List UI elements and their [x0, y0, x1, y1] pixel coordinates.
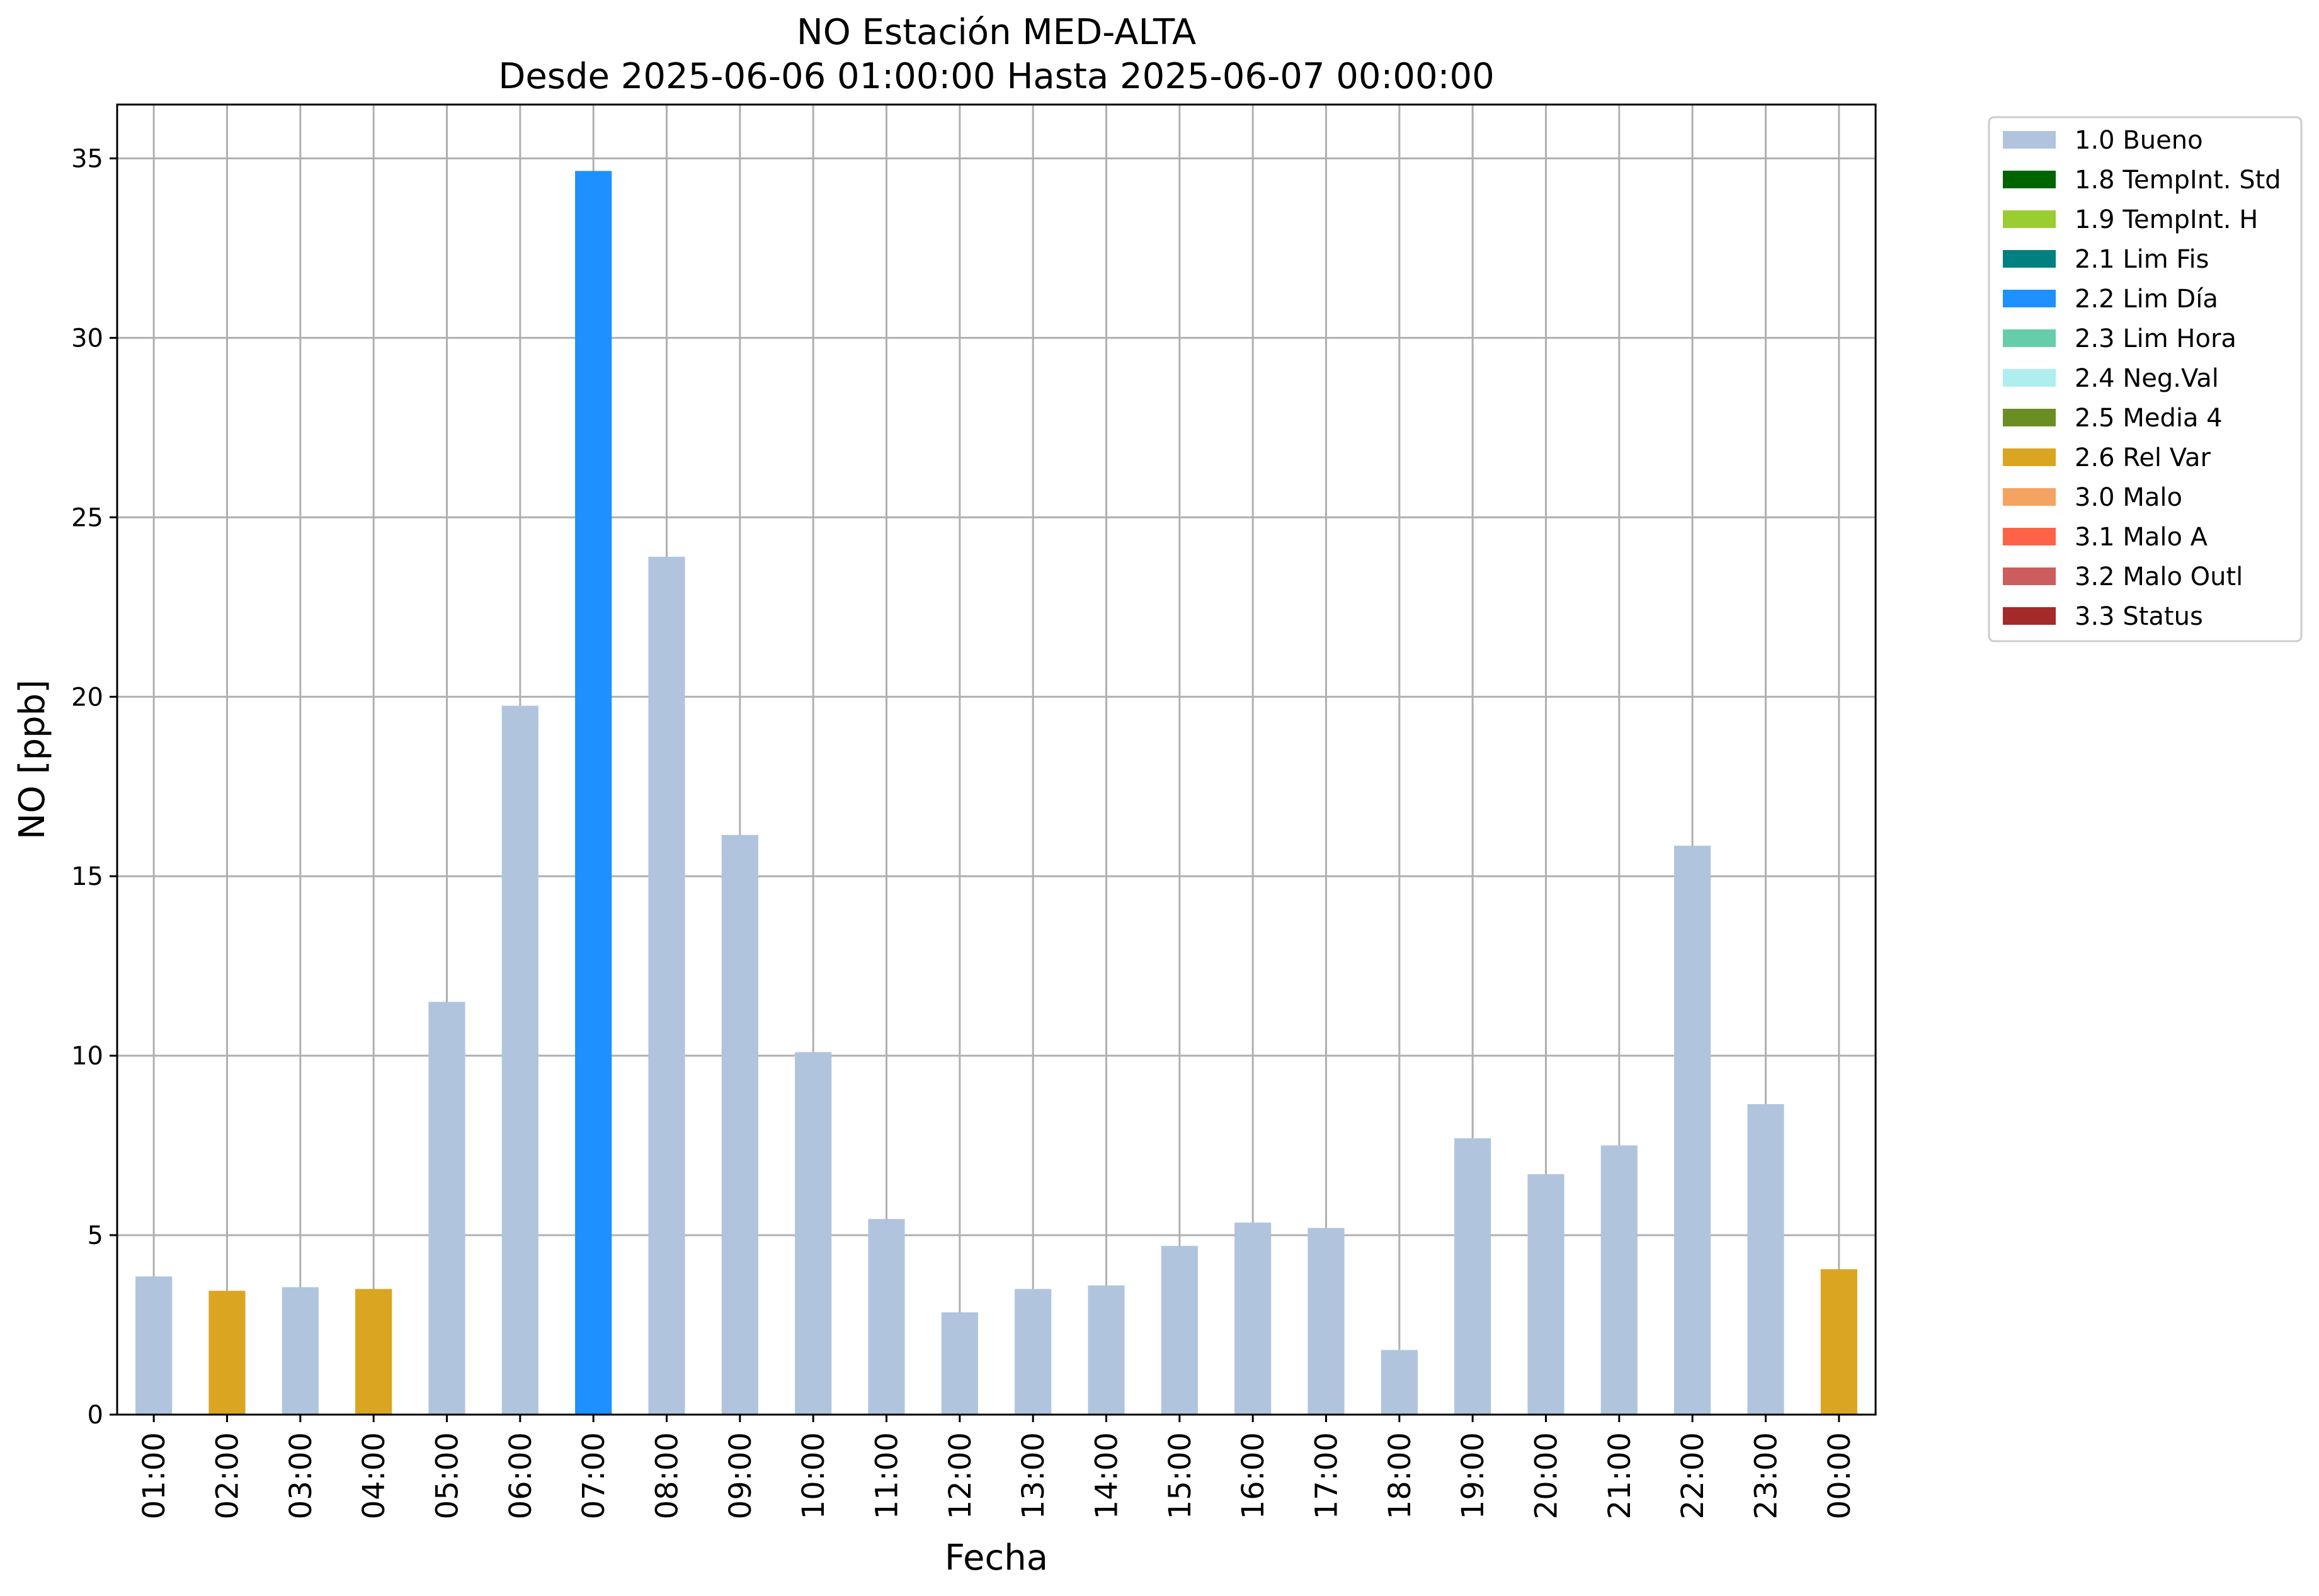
x-tick-label: 01:00 — [137, 1432, 172, 1519]
x-tick-label: 12:00 — [943, 1432, 978, 1519]
x-tick-label: 11:00 — [870, 1432, 905, 1519]
legend-swatch — [2003, 567, 2056, 585]
y-axis-label: NO [ppb] — [12, 680, 53, 840]
x-tick-label: 05:00 — [430, 1432, 465, 1519]
bar — [1747, 1104, 1784, 1415]
legend: 1.0 Bueno 1.8 TempInt. Std 1.9 TempInt. H 2… — [1988, 116, 2303, 642]
bar — [941, 1312, 978, 1415]
x-tick-label: 21:00 — [1602, 1432, 1638, 1519]
legend-swatch — [2003, 210, 2056, 228]
bar — [868, 1219, 905, 1415]
legend-swatch — [2003, 528, 2056, 545]
bar — [575, 171, 612, 1415]
bar — [1600, 1145, 1638, 1415]
legend-swatch — [2003, 131, 2056, 149]
legend-label: 2.6 Rel Var — [2075, 443, 2211, 472]
x-tick-label: 18:00 — [1382, 1432, 1418, 1519]
legend-label: 2.1 Lim Fis — [2075, 245, 2209, 274]
legend-label: 2.2 Lim Día — [2075, 285, 2218, 314]
legend-swatch — [2003, 369, 2056, 387]
y-tick-label: 5 — [88, 1221, 103, 1250]
bar — [428, 1001, 465, 1415]
legend-label: 3.3 Status — [2075, 602, 2203, 631]
x-axis-label: Fecha — [945, 1537, 1048, 1578]
bar — [135, 1276, 173, 1415]
bar — [282, 1287, 319, 1415]
legend-label: 2.3 Lim Hora — [2075, 324, 2236, 353]
x-tick-label: 22:00 — [1675, 1432, 1711, 1519]
y-tick-label: 25 — [71, 503, 103, 532]
legend-label: 1.9 TempInt. H — [2075, 205, 2258, 234]
bar — [1015, 1289, 1052, 1415]
x-tick-label: 14:00 — [1090, 1432, 1125, 1519]
x-tick-label: 13:00 — [1016, 1432, 1051, 1519]
bar — [1381, 1350, 1418, 1415]
plot-frame — [116, 103, 1877, 1416]
bar — [208, 1291, 246, 1415]
bar — [1820, 1269, 1857, 1415]
chart-subtitle: Desde 2025-06-06 01:00:00 Hasta 2025-06-… — [498, 56, 1495, 97]
legend-label: 1.8 TempInt. Std — [2075, 166, 2281, 195]
bar — [1527, 1174, 1564, 1415]
bar — [1308, 1228, 1345, 1415]
x-tick-label: 17:00 — [1309, 1432, 1345, 1519]
x-tick-label: 15:00 — [1163, 1432, 1198, 1519]
bar — [1088, 1285, 1125, 1415]
y-tick-label: 35 — [71, 144, 103, 173]
x-tick-label: 02:00 — [210, 1432, 246, 1519]
chart-title: NO Estación MED-ALTA — [797, 12, 1196, 53]
legend-swatch — [2003, 607, 2056, 625]
x-tick-label: 09:00 — [723, 1432, 758, 1519]
x-tick-label: 07:00 — [576, 1432, 612, 1519]
bar — [1161, 1246, 1198, 1415]
x-tick-label: 16:00 — [1236, 1432, 1271, 1519]
legend-swatch — [2003, 329, 2056, 347]
legend-swatch — [2003, 488, 2056, 506]
legend-label: 3.0 Malo — [2075, 483, 2182, 512]
legend-swatch — [2003, 171, 2056, 188]
y-tick-label: 15 — [71, 862, 103, 891]
x-tick-label: 19:00 — [1456, 1432, 1491, 1519]
bar — [501, 705, 538, 1415]
legend-swatch — [2003, 250, 2056, 268]
bar — [648, 557, 685, 1415]
legend-label: 2.4 Neg.Val — [2075, 364, 2219, 393]
x-tick-label: 20:00 — [1529, 1432, 1564, 1519]
y-tick-label: 20 — [71, 683, 103, 712]
bar — [1674, 845, 1711, 1415]
bar — [795, 1052, 832, 1415]
x-tick-label: 10:00 — [796, 1432, 831, 1519]
bar — [1454, 1138, 1491, 1415]
x-tick-label: 03:00 — [283, 1432, 319, 1519]
legend-label: 3.1 Malo A — [2075, 523, 2208, 552]
legend-label: 1.0 Bueno — [2075, 126, 2203, 155]
y-tick-label: 10 — [71, 1042, 103, 1071]
legend-swatch — [2003, 448, 2056, 466]
bar — [355, 1289, 392, 1415]
legend-frame — [1988, 116, 2303, 642]
bars — [135, 171, 1857, 1415]
bar — [721, 835, 758, 1415]
x-tick-label: 06:00 — [503, 1432, 538, 1519]
legend-swatch — [2003, 409, 2056, 426]
legend-swatch — [2003, 290, 2056, 307]
x-axis: 01:00 02:00 03:00 04:00 05:00 06:00 07:00 08:00… — [137, 1415, 1857, 1519]
y-tick-label: 30 — [71, 324, 103, 353]
bar — [1234, 1223, 1272, 1415]
y-axis: 0 5 10 15 20 25 30 35 — [71, 144, 117, 1430]
x-tick-label: 00:00 — [1822, 1432, 1857, 1519]
x-tick-label: 08:00 — [650, 1432, 685, 1519]
legend-label: 3.2 Malo Outl — [2075, 562, 2243, 591]
y-tick-label: 0 — [88, 1401, 103, 1430]
legend-label: 2.5 Media 4 — [2075, 404, 2223, 433]
x-tick-label: 04:00 — [356, 1432, 392, 1519]
x-tick-label: 23:00 — [1749, 1432, 1784, 1519]
